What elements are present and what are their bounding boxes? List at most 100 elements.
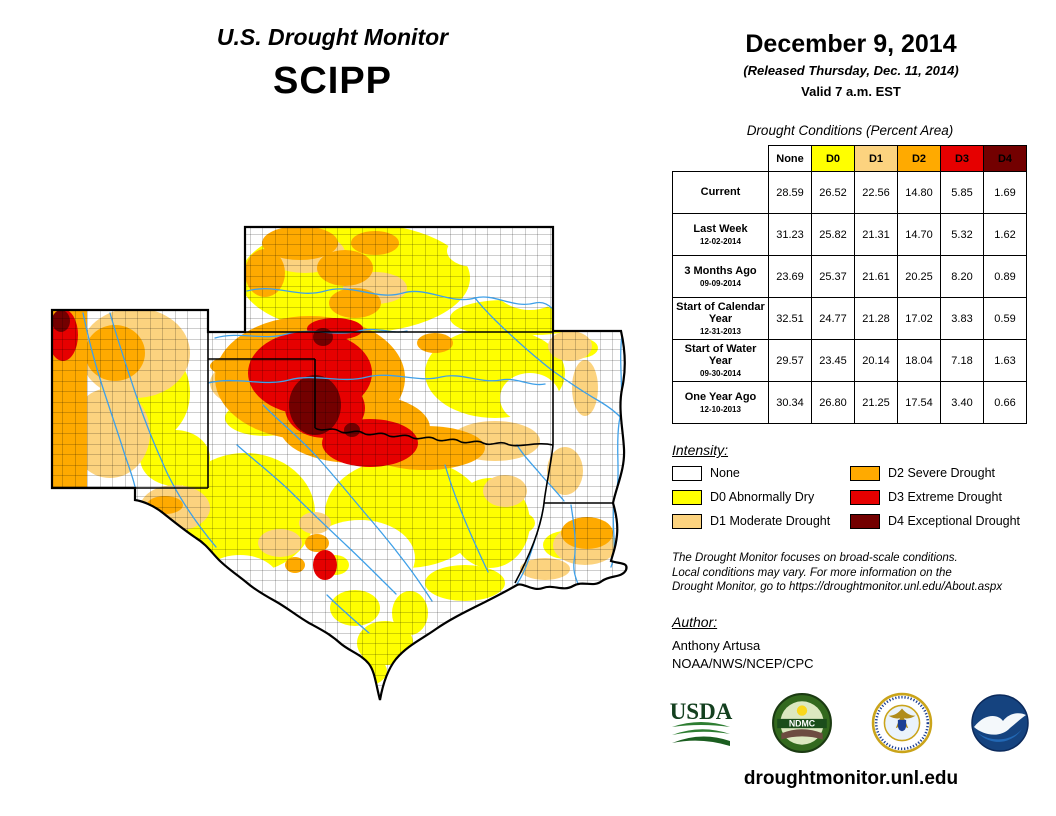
legend-swatch-d4 xyxy=(850,513,880,529)
legend-label: D0 Abnormally Dry xyxy=(710,490,815,504)
row-label: One Year Ago 12-10-2013 xyxy=(672,381,769,424)
value-cell: 21.31 xyxy=(854,213,898,256)
logo-row: USDA NDMC xyxy=(668,692,1030,754)
row-label: 3 Months Ago 09-09-2014 xyxy=(672,255,769,298)
value-cell: 0.66 xyxy=(983,381,1027,424)
legend-swatch-d2 xyxy=(850,465,880,481)
legend-swatch-d0 xyxy=(672,489,702,505)
table-row-3-months-ago: 3 Months Ago 09-09-2014 23.69 25.37 21.61… xyxy=(672,255,1027,298)
value-cell: 17.02 xyxy=(897,297,941,340)
region-name: SCIPP xyxy=(272,60,393,102)
value-cell: 18.04 xyxy=(897,339,941,382)
value-cell: 21.28 xyxy=(854,297,898,340)
value-cell: 21.25 xyxy=(854,381,898,424)
table-row-current: Current 28.59 26.52 22.56 14.80 5.85 1.6… xyxy=(672,171,1027,214)
value-cell: 20.14 xyxy=(854,339,898,382)
legend-label: D1 Moderate Drought xyxy=(710,514,831,528)
legend-swatch-d3 xyxy=(850,489,880,505)
legend-label: None xyxy=(710,466,740,480)
col-header-d0: D0 xyxy=(811,145,855,172)
value-cell: 5.85 xyxy=(940,171,984,214)
legend-label: D4 Exceptional Drought xyxy=(888,514,1021,528)
value-cell: 7.18 xyxy=(940,339,984,382)
legend-label: D3 Extreme Drought xyxy=(888,490,1002,504)
row-label: Current xyxy=(672,171,769,214)
col-header-d2: D2 xyxy=(897,145,941,172)
report-date: December 9, 2014 xyxy=(745,30,957,58)
value-cell: 28.59 xyxy=(768,171,812,214)
row-label: Start of Calendar Year 12-31-2013 xyxy=(672,297,769,340)
value-cell: 5.32 xyxy=(940,213,984,256)
valid-time: Valid 7 a.m. EST xyxy=(801,84,901,99)
noaa-logo xyxy=(971,694,1029,752)
blank-cell xyxy=(673,146,769,172)
region-outline xyxy=(50,225,628,701)
table-row-last-week: Last Week 12-02-2014 31.23 25.82 21.31 14… xyxy=(672,213,1027,256)
value-cell: 20.25 xyxy=(897,255,941,298)
release-date: (Released Thursday, Dec. 11, 2014) xyxy=(743,63,959,78)
value-cell: 22.56 xyxy=(854,171,898,214)
row-label: Start of Water Year 09-30-2014 xyxy=(672,339,769,382)
value-cell: 32.51 xyxy=(768,297,812,340)
value-cell: 0.59 xyxy=(983,297,1027,340)
col-header-d3: D3 xyxy=(940,145,984,172)
value-cell: 24.77 xyxy=(811,297,855,340)
legend: None D0 Abnormally Dry D1 Moderate Droug… xyxy=(672,461,1032,533)
value-cell: 3.40 xyxy=(940,381,984,424)
value-cell: 14.80 xyxy=(897,171,941,214)
legend-heading: Intensity: xyxy=(672,442,729,458)
table-row-start-water-year: Start of Water Year 09-30-2014 29.57 23.4… xyxy=(672,339,1027,382)
value-cell: 1.63 xyxy=(983,339,1027,382)
drought-conditions-table: None D0 D1 D2 D3 D4 Current 28.59 26.52 … xyxy=(672,145,1027,424)
page-title: U.S. Drought Monitor xyxy=(216,24,449,50)
value-cell: 31.23 xyxy=(768,213,812,256)
col-header-none: None xyxy=(768,145,812,172)
value-cell: 17.54 xyxy=(897,381,941,424)
author-heading: Author: xyxy=(672,614,718,630)
ndmc-logo: NDMC xyxy=(772,693,833,753)
legend-swatch-none xyxy=(672,465,702,481)
legend-item-none: None xyxy=(672,465,850,481)
value-cell: 21.61 xyxy=(854,255,898,298)
author-name: Anthony Artusa xyxy=(672,638,761,653)
table-header-row: None D0 D1 D2 D3 D4 xyxy=(673,145,1027,172)
disclaimer: The Drought Monitor focuses on broad-sca… xyxy=(672,551,1002,595)
legend-item-d4: D4 Exceptional Drought xyxy=(850,513,1032,529)
col-header-d1: D1 xyxy=(854,145,898,172)
value-cell: 14.70 xyxy=(897,213,941,256)
disclaimer-line: Drought Monitor, go to https://droughtmo… xyxy=(672,581,1003,593)
legend-item-d2: D2 Severe Drought xyxy=(850,465,1032,481)
value-cell: 23.45 xyxy=(811,339,855,382)
commerce-seal xyxy=(871,692,932,754)
usda-logo: USDA xyxy=(670,699,733,746)
table-row-one-year-ago: One Year Ago 12-10-2013 30.34 26.80 21.25… xyxy=(672,381,1027,424)
col-header-d4: D4 xyxy=(983,145,1027,172)
value-cell: 0.89 xyxy=(983,255,1027,298)
disclaimer-line: Local conditions may vary. For more info… xyxy=(672,566,952,579)
footer-url: droughtmonitor.unl.edu xyxy=(743,768,959,789)
value-cell: 26.80 xyxy=(811,381,855,424)
table-row-start-calendar-year: Start of Calendar Year 12-31-2013 32.51 2… xyxy=(672,297,1027,340)
value-cell: 3.83 xyxy=(940,297,984,340)
legend-item-d1: D1 Moderate Drought xyxy=(672,513,850,529)
disclaimer-line: The Drought Monitor focuses on broad-sca… xyxy=(672,552,958,564)
row-label: Last Week 12-02-2014 xyxy=(672,213,769,256)
svg-text:USDA: USDA xyxy=(670,699,733,724)
table-caption: Drought Conditions (Percent Area) xyxy=(746,123,954,138)
value-cell: 8.20 xyxy=(940,255,984,298)
legend-label: D2 Severe Drought xyxy=(888,466,996,480)
value-cell: 1.62 xyxy=(983,213,1027,256)
legend-swatch-d1 xyxy=(672,513,702,529)
svg-text:NDMC: NDMC xyxy=(789,719,816,729)
value-cell: 25.82 xyxy=(811,213,855,256)
drought-map xyxy=(50,225,628,701)
value-cell: 1.69 xyxy=(983,171,1027,214)
value-cell: 29.57 xyxy=(768,339,812,382)
legend-item-d3: D3 Extreme Drought xyxy=(850,489,1032,505)
state-borders xyxy=(135,310,613,584)
legend-item-d0: D0 Abnormally Dry xyxy=(672,489,850,505)
value-cell: 23.69 xyxy=(768,255,812,298)
value-cell: 30.34 xyxy=(768,381,812,424)
value-cell: 25.37 xyxy=(811,255,855,298)
